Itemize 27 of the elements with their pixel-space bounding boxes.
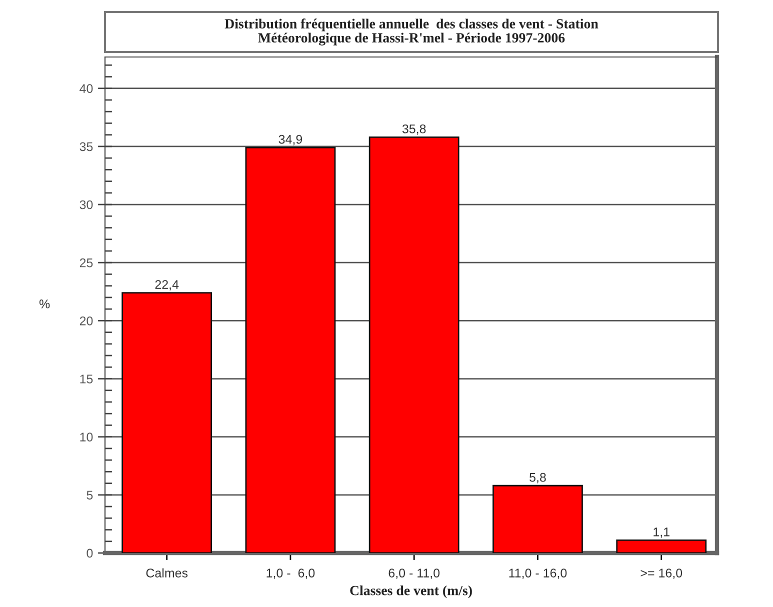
y-tick-label: 40: [80, 84, 93, 94]
y-tick-label: 15: [80, 374, 93, 384]
x-tick-label: 1,0 - 6,0: [266, 568, 315, 579]
data-label: 22,4: [155, 280, 179, 290]
bar: [492, 484, 583, 553]
data-label: 5,8: [530, 472, 546, 484]
data-label: 34,9: [278, 134, 302, 146]
x-tick-label: 11,0 - 16,0: [509, 568, 567, 579]
x-tick-label: Calmes: [146, 568, 188, 578]
y-tick-label: 35: [80, 142, 93, 152]
y-tick-label: 0: [86, 548, 93, 558]
x-tick-label: 6,0 - 11,0: [388, 568, 440, 579]
y-axis-title: %: [39, 300, 50, 308]
x-tick-label: >= 16,0: [640, 568, 682, 579]
bar: [122, 292, 212, 553]
bar: [368, 136, 460, 553]
data-label: 35,8: [402, 124, 426, 135]
bar: [616, 540, 707, 553]
chart-title: Distribution fréquentielle annuelle des classes de vent - Station Météorologique de Hassi-R'mel - Période 1997-2006: [224, 18, 598, 46]
y-tick-label: 25: [80, 258, 93, 268]
data-label: 1,1: [654, 528, 670, 538]
bar: [245, 146, 336, 553]
y-tick-label: 20: [80, 316, 93, 326]
y-tick-label: 30: [80, 200, 93, 210]
x-axis-title: Classes de vent (m/s): [350, 585, 472, 598]
y-tick-label: 5: [86, 490, 93, 500]
y-tick-label: 10: [80, 432, 93, 442]
